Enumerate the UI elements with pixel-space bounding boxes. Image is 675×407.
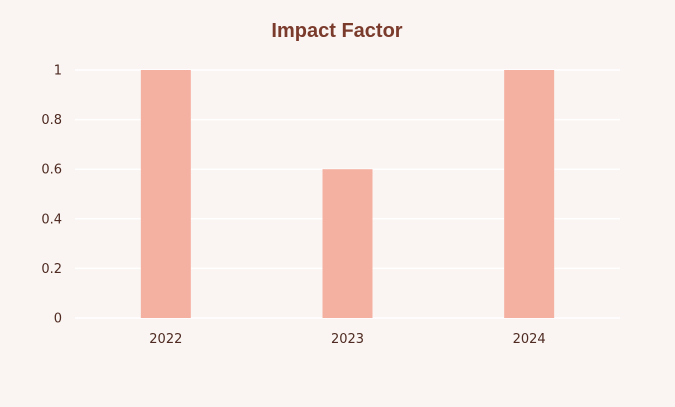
y-tick-label: 0.4	[41, 212, 62, 227]
bar-2022	[140, 70, 191, 318]
y-tick-label: 0.6	[41, 163, 62, 178]
x-axis-ticks: 2022 2023 2024	[149, 332, 545, 347]
y-tick-label: 0.8	[41, 113, 62, 128]
bars	[140, 70, 555, 318]
chart-title: Impact Factor	[271, 20, 402, 42]
x-tick-label: 2022	[149, 332, 182, 347]
y-tick-label: 0	[54, 312, 62, 327]
bar-2024	[504, 70, 555, 318]
x-tick-label: 2023	[331, 332, 364, 347]
x-tick-label: 2024	[513, 332, 546, 347]
bar-2023	[322, 169, 373, 318]
y-tick-label: 0.2	[41, 262, 62, 277]
y-tick-label: 1	[54, 64, 62, 79]
y-axis-ticks: 0 0.2 0.4 0.6 0.8 1	[41, 64, 62, 327]
